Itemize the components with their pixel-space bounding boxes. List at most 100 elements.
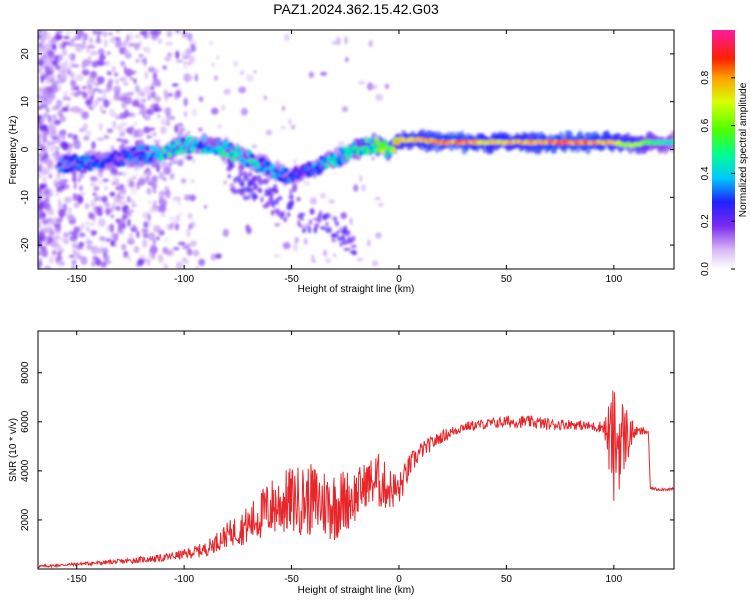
- noise-speckle: [79, 170, 85, 173]
- colorbar-tick-label: 0.4: [700, 166, 711, 180]
- noise-speckle: [69, 254, 75, 258]
- noise-speckle: [71, 172, 77, 178]
- noise-speckle: [164, 94, 168, 102]
- noise-speckle: [146, 258, 151, 267]
- ridge-core: [310, 171, 316, 176]
- ridge-core: [295, 174, 301, 180]
- noise-speckle: [181, 258, 190, 266]
- noise-speckle: [147, 213, 151, 222]
- noise-speckle: [48, 56, 56, 62]
- spectrogram-ylabel: Frequency (Hz): [8, 116, 19, 185]
- noise-speckle: [115, 218, 121, 223]
- ridge-core: [380, 148, 386, 154]
- noise-speckle: [71, 64, 80, 68]
- ridge-core: [139, 150, 145, 156]
- noise-speckle: [99, 122, 103, 131]
- noise-speckle: [158, 190, 166, 199]
- noise-speckle: [115, 78, 119, 85]
- noise-speckle: [55, 259, 63, 268]
- noise-speckle: [55, 30, 63, 35]
- noise-speckle: [94, 195, 103, 202]
- colorbar-tick-label: 0.8: [700, 70, 711, 84]
- noise-speckle: [235, 175, 242, 183]
- ridge-core: [142, 158, 148, 164]
- noise-speckle: [45, 107, 50, 114]
- noise-speckle: [81, 85, 87, 90]
- noise-speckle: [52, 220, 59, 224]
- noise-speckle: [137, 111, 143, 115]
- noise-speckle: [208, 40, 214, 46]
- noise-speckle: [211, 107, 219, 115]
- noise-speckle: [87, 44, 96, 49]
- noise-speckle: [144, 176, 149, 181]
- x-tick-label: -100: [174, 274, 194, 285]
- ridge-core: [249, 153, 255, 159]
- noise-speckle: [47, 115, 53, 123]
- x-tick-label: 100: [605, 574, 622, 585]
- noise-speckle: [316, 216, 322, 223]
- noise-speckle: [149, 127, 156, 131]
- noise-speckle: [135, 181, 141, 190]
- noise-speckle: [165, 42, 174, 46]
- noise-speckle: [217, 124, 222, 129]
- noise-speckle: [181, 30, 188, 38]
- noise-speckle: [46, 49, 53, 55]
- noise-speckle: [88, 74, 96, 84]
- noise-speckle: [340, 212, 348, 220]
- noise-speckle: [142, 47, 146, 52]
- noise-speckle: [96, 30, 103, 35]
- noise-speckle: [63, 203, 67, 212]
- noise-speckle: [154, 81, 162, 87]
- noise-speckle: [38, 105, 42, 111]
- snr-frame: [37, 330, 675, 570]
- noise-speckle: [366, 82, 374, 91]
- noise-speckle: [123, 206, 129, 215]
- noise-speckle: [81, 173, 85, 179]
- noise-speckle: [90, 50, 98, 56]
- noise-speckle: [350, 244, 357, 249]
- noise-speckle: [185, 48, 192, 57]
- noise-speckle: [122, 40, 128, 48]
- colorbar-tick-label: 0.2: [700, 214, 711, 228]
- noise-speckle: [368, 39, 373, 48]
- noise-speckle: [83, 135, 90, 141]
- noise-speckle: [134, 165, 140, 172]
- noise-speckle: [168, 92, 173, 97]
- noise-speckle: [232, 185, 236, 192]
- noise-speckle: [377, 202, 384, 207]
- noise-speckle: [163, 177, 167, 182]
- noise-speckle: [130, 186, 138, 195]
- noise-speckle: [164, 237, 169, 243]
- noise-speckle: [222, 228, 229, 238]
- noise-speckle: [123, 250, 129, 256]
- noise-speckle: [150, 104, 158, 108]
- noise-speckle: [38, 33, 42, 40]
- noise-speckle: [308, 71, 314, 79]
- colorbar-label: Normalized spectral amplitude: [738, 82, 749, 217]
- noise-speckle: [93, 82, 101, 86]
- noise-speckle: [239, 70, 245, 75]
- noise-speckle: [375, 93, 383, 102]
- noise-speckle: [233, 60, 239, 67]
- noise-speckle: [38, 261, 41, 269]
- noise-speckle: [103, 99, 110, 108]
- figure-title: PAZ1.2024.362.15.42.G03: [273, 1, 439, 17]
- noise-speckle: [311, 259, 317, 263]
- noise-speckle: [38, 138, 41, 147]
- ridge-core: [269, 163, 275, 169]
- noise-speckle: [290, 194, 294, 200]
- noise-speckle: [45, 32, 51, 41]
- noise-speckle: [114, 232, 119, 242]
- noise-speckle: [334, 221, 340, 227]
- noise-speckle: [194, 73, 198, 82]
- noise-speckle: [242, 171, 248, 178]
- noise-speckle: [186, 130, 191, 136]
- noise-speckle: [117, 228, 124, 235]
- ridge-core: [166, 152, 172, 158]
- noise-speckle: [175, 214, 180, 223]
- noise-speckle: [165, 120, 171, 127]
- noise-speckle: [260, 196, 264, 203]
- noise-speckle: [113, 113, 119, 118]
- noise-speckle: [288, 118, 292, 125]
